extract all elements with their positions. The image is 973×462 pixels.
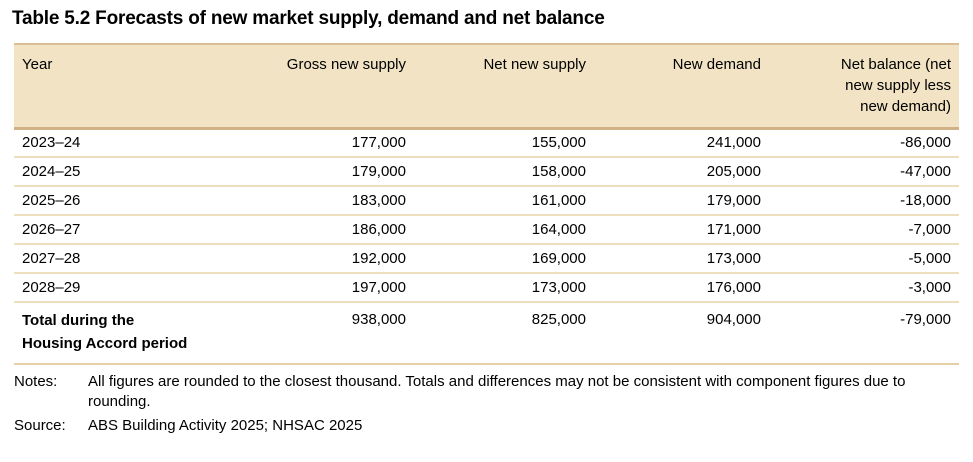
table-row: 2028–29 197,000 173,000 176,000 -3,000: [14, 273, 959, 303]
total-row: Total during the Housing Accord period 9…: [14, 302, 959, 365]
cell-demand: 241,000: [594, 128, 769, 158]
cell-balance: -7,000: [769, 215, 959, 245]
total-net: 825,000: [414, 302, 594, 365]
notes-text: All figures are rounded to the closest t…: [88, 373, 906, 410]
notes-label: Notes:: [14, 373, 58, 390]
total-demand: 904,000: [594, 302, 769, 365]
cell-balance: -86,000: [769, 128, 959, 158]
header-net-new-supply: Net new supply: [414, 44, 594, 130]
table-row: 2026–27 186,000 164,000 171,000 -7,000: [14, 215, 959, 245]
cell-demand: 171,000: [594, 215, 769, 245]
cell-net: 155,000: [414, 128, 594, 158]
table-row: 2025–26 183,000 161,000 179,000 -18,000: [14, 186, 959, 216]
source-label: Source:: [14, 417, 66, 434]
cell-net: 158,000: [414, 157, 594, 187]
cell-gross: 186,000: [224, 215, 414, 245]
footnotes: Notes: All figures are rounded to the cl…: [14, 372, 973, 436]
cell-year: 2025–26: [14, 186, 224, 216]
cell-balance: -47,000: [769, 157, 959, 187]
cell-demand: 179,000: [594, 186, 769, 216]
cell-gross: 197,000: [224, 273, 414, 303]
cell-net: 164,000: [414, 215, 594, 245]
cell-year: 2026–27: [14, 215, 224, 245]
source-text: ABS Building Activity 2025; NHSAC 2025: [88, 417, 363, 434]
cell-net: 173,000: [414, 273, 594, 303]
cell-demand: 173,000: [594, 244, 769, 274]
header-gross-new-supply: Gross new supply: [224, 44, 414, 130]
total-label-line-2: Housing Accord period: [22, 335, 188, 352]
total-balance: -79,000: [769, 302, 959, 365]
cell-gross: 183,000: [224, 186, 414, 216]
cell-gross: 177,000: [224, 128, 414, 158]
header-row: Year Gross new supply Net new supply New…: [14, 44, 959, 130]
page: Table 5.2 Forecasts of new market supply…: [0, 7, 973, 462]
cell-year: 2027–28: [14, 244, 224, 274]
header-net-balance: Net balance (net new supply less new dem…: [769, 44, 959, 130]
cell-year: 2023–24: [14, 128, 224, 158]
forecast-table: Year Gross new supply Net new supply New…: [14, 43, 959, 365]
header-net-balance-text: Net balance (net new supply less new dem…: [840, 56, 951, 115]
cell-balance: -3,000: [769, 273, 959, 303]
source-row: Source: ABS Building Activity 2025; NHSA…: [14, 416, 973, 436]
header-year: Year: [14, 44, 224, 130]
cell-gross: 192,000: [224, 244, 414, 274]
cell-gross: 179,000: [224, 157, 414, 187]
table-title: Table 5.2 Forecasts of new market supply…: [12, 8, 605, 29]
header-new-demand: New demand: [594, 44, 769, 130]
total-label-line-1: Total during the: [22, 312, 135, 329]
cell-demand: 205,000: [594, 157, 769, 187]
table-row: 2027–28 192,000 169,000 173,000 -5,000: [14, 244, 959, 274]
cell-net: 169,000: [414, 244, 594, 274]
table-row: 2024–25 179,000 158,000 205,000 -47,000: [14, 157, 959, 187]
notes-row: Notes: All figures are rounded to the cl…: [14, 372, 973, 412]
total-label: Total during the Housing Accord period: [14, 302, 224, 365]
cell-year: 2024–25: [14, 157, 224, 187]
cell-balance: -18,000: [769, 186, 959, 216]
cell-demand: 176,000: [594, 273, 769, 303]
total-gross: 938,000: [224, 302, 414, 365]
cell-net: 161,000: [414, 186, 594, 216]
cell-balance: -5,000: [769, 244, 959, 274]
cell-year: 2028–29: [14, 273, 224, 303]
table-row: 2023–24 177,000 155,000 241,000 -86,000: [14, 128, 959, 158]
